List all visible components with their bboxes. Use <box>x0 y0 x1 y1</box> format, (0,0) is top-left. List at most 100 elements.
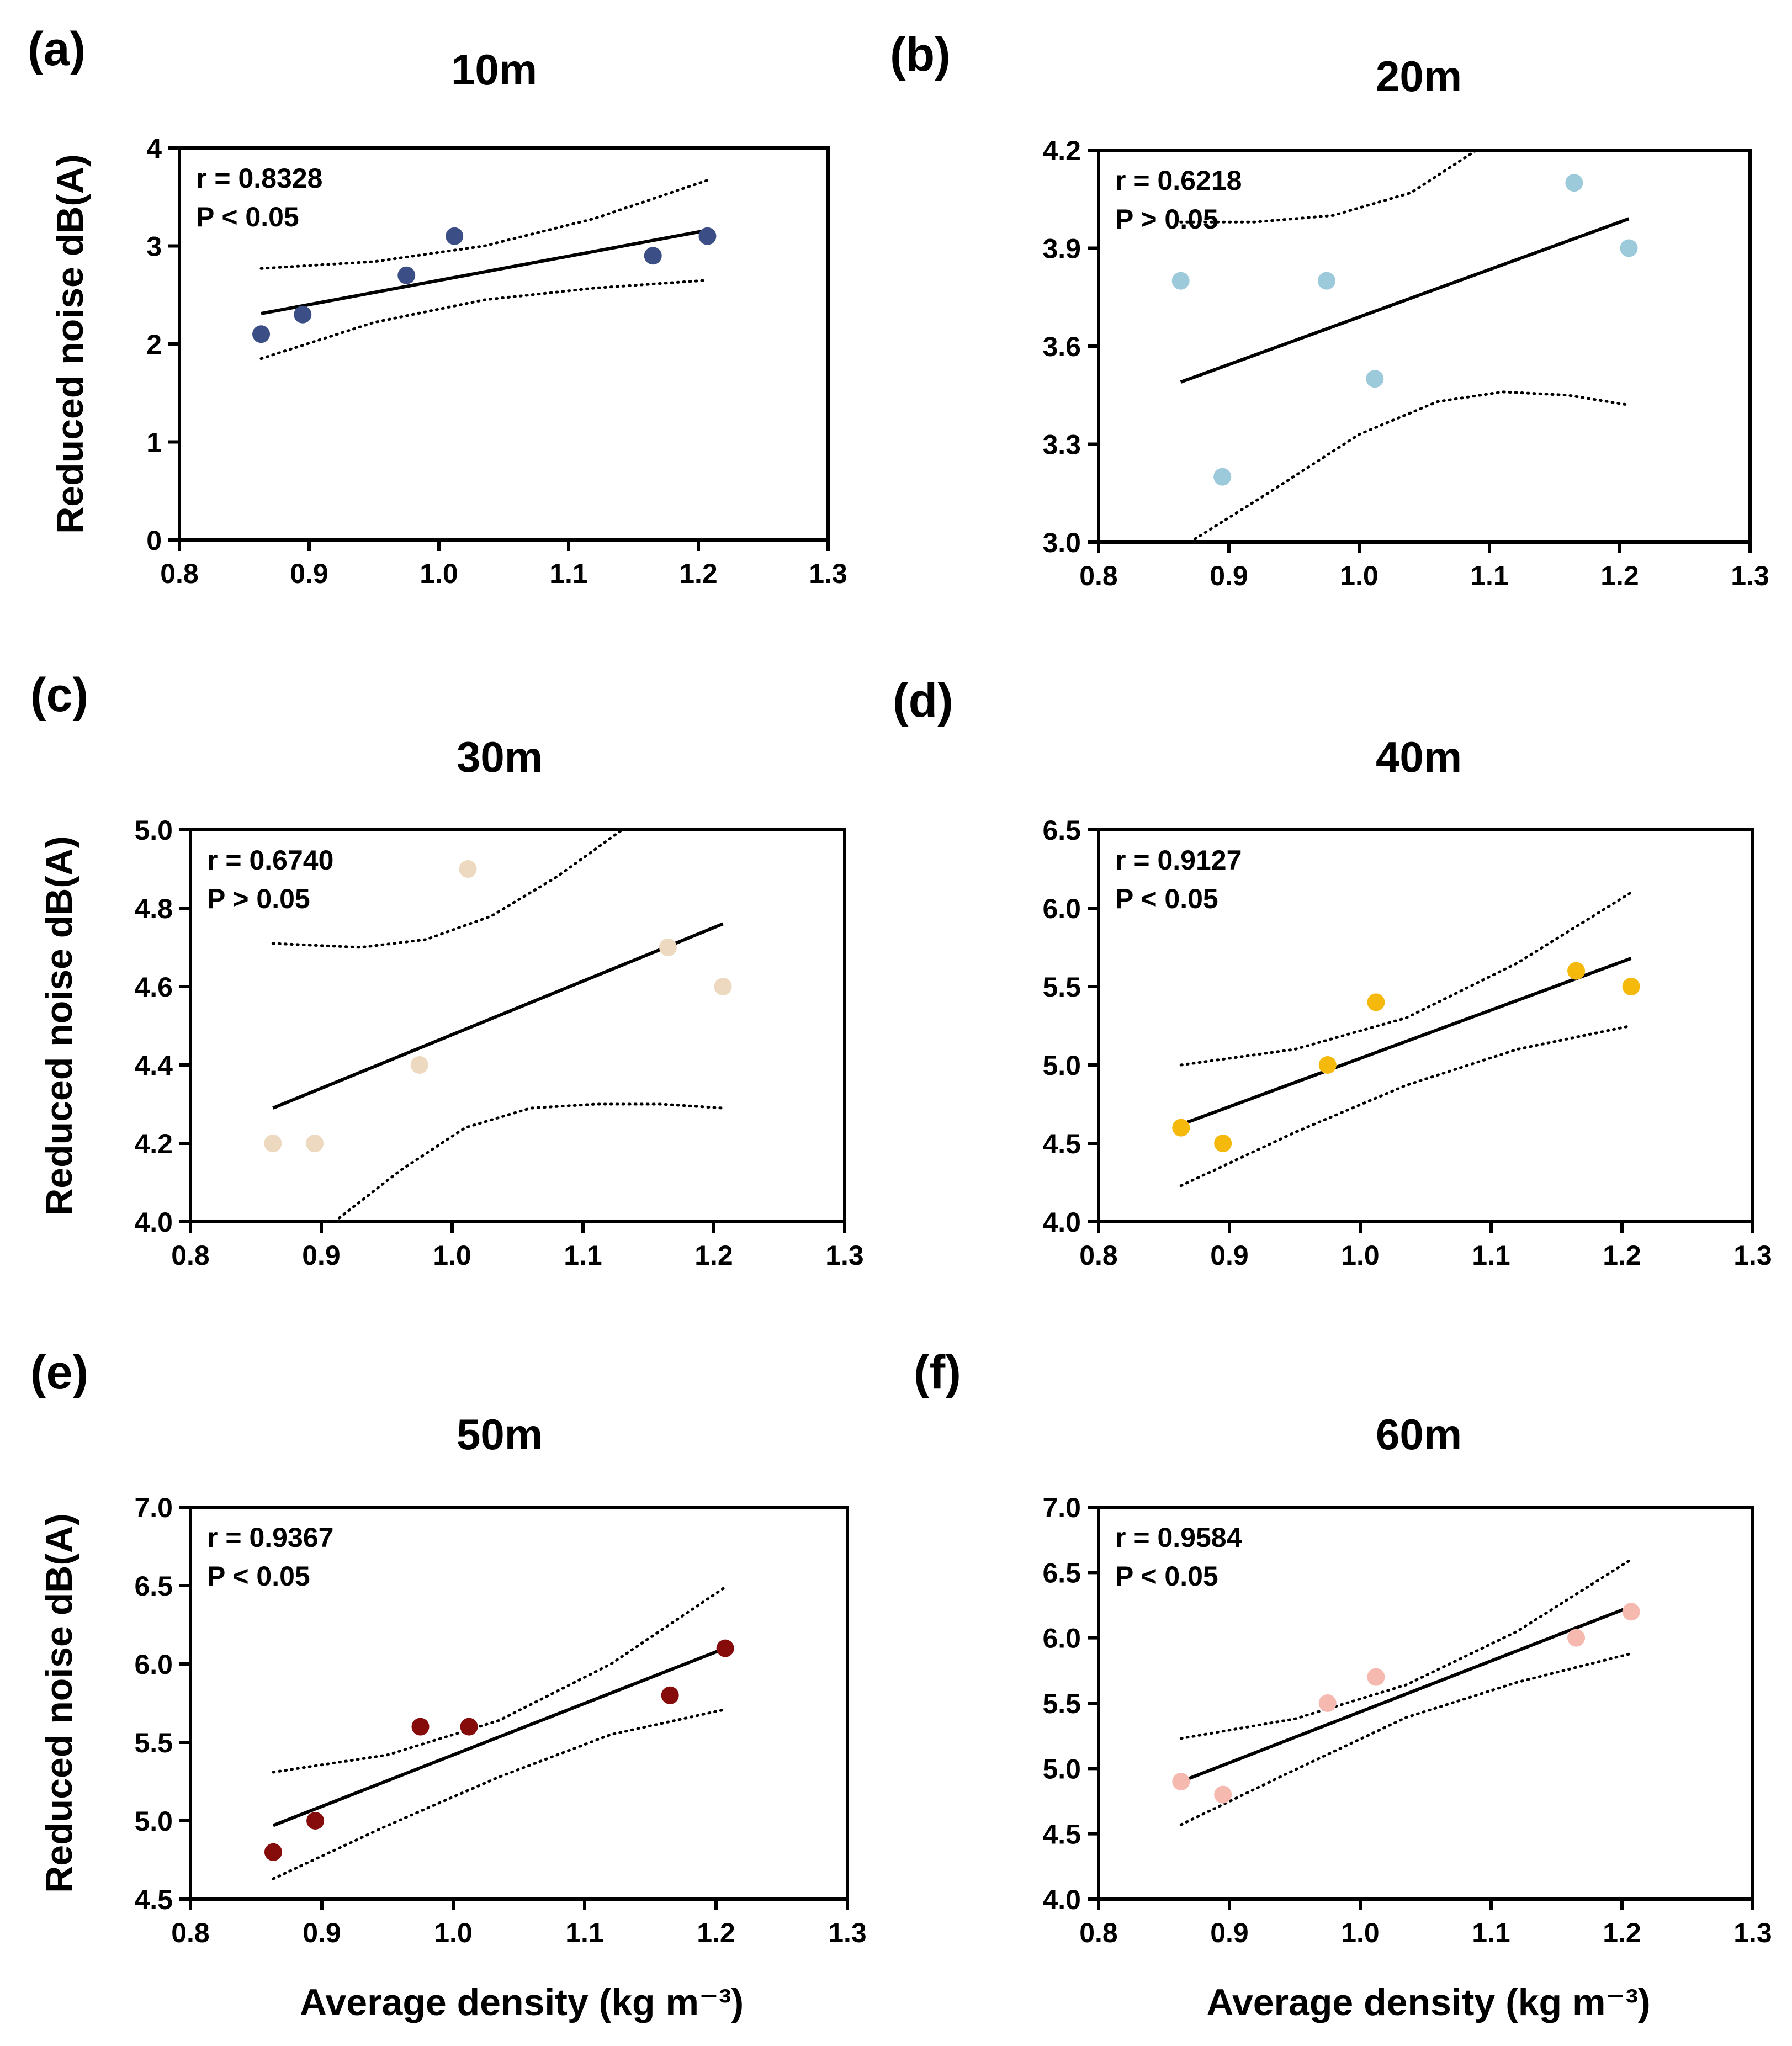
confidence-band-upper <box>1179 1558 1633 1740</box>
panel-label: (e) <box>30 1346 88 1399</box>
panel-c: (c) 30m 0.8 0.9 1.0 1.1 1.2 1.3 4.0 4.2 4.4 4.6 4.8 5… <box>30 669 864 1271</box>
r-value-text: r = 0.8328 <box>196 163 322 194</box>
panel-e: (e) 50m 0.8 0.9 1.0 1.1 1.2 1.3 4.5 5.0 5.5 6.0 6.5 7… <box>30 1346 867 2023</box>
y-tick-label: 5.5 <box>134 1727 173 1758</box>
y-tick-label: 4.6 <box>134 972 173 1003</box>
chart-title: 10m <box>451 45 537 94</box>
y-tick-label: 4.2 <box>1042 135 1081 166</box>
x-tick-label: 0.9 <box>1210 1917 1249 1948</box>
chart-title: 40m <box>1376 733 1462 781</box>
x-tick-label: 1.3 <box>1733 1240 1772 1271</box>
chart-title: 50m <box>457 1410 543 1459</box>
data-point <box>397 266 416 284</box>
p-value-text: P < 0.05 <box>207 1561 310 1592</box>
x-tick-label: 1.0 <box>434 1917 473 1948</box>
x-tick-label: 1.3 <box>809 558 847 589</box>
p-value-text: P < 0.05 <box>1115 883 1218 914</box>
confidence-band-lower <box>1188 390 1630 542</box>
y-tick-label: 6.5 <box>1042 1557 1081 1588</box>
data-point <box>1366 370 1384 388</box>
y-tick-label: 5.0 <box>134 815 173 846</box>
data-point <box>446 227 464 245</box>
p-value-text: P < 0.05 <box>196 202 299 232</box>
data-point <box>659 939 677 956</box>
y-tick-label: 4.8 <box>134 893 173 924</box>
y-tick-label: 6.5 <box>1042 815 1081 846</box>
confidence-band-upper <box>259 179 709 270</box>
data-point <box>1318 272 1335 290</box>
y-tick-label: 4.0 <box>134 1207 173 1238</box>
x-tick-label: 1.3 <box>828 1917 867 1948</box>
y-tick-label: 6.0 <box>134 1649 173 1680</box>
x-tick-label: 1.2 <box>694 1240 733 1271</box>
data-point <box>1318 1056 1337 1074</box>
data-point <box>1567 962 1586 980</box>
data-point <box>714 978 732 995</box>
data-point <box>410 1056 428 1074</box>
panel-label: (a) <box>28 23 86 76</box>
y-tick-label: 4.5 <box>134 1884 173 1915</box>
regression-line <box>1180 957 1632 1126</box>
y-tick-label: 3.9 <box>1042 234 1081 264</box>
data-point <box>460 1718 478 1736</box>
p-value-text: P > 0.05 <box>207 883 310 914</box>
y-tick-label: 5.0 <box>1042 1753 1081 1784</box>
p-value-text: P > 0.05 <box>1115 204 1218 235</box>
x-tick-label: 1.1 <box>1472 1240 1510 1271</box>
data-point <box>1567 1629 1586 1647</box>
data-point <box>1171 272 1190 290</box>
x-tick-label: 0.8 <box>1079 1240 1118 1271</box>
data-point <box>252 325 271 343</box>
data-point <box>1367 993 1385 1011</box>
data-point <box>1367 1668 1385 1686</box>
data-point <box>1172 1773 1190 1790</box>
x-tick-label: 1.1 <box>565 1917 604 1948</box>
y-tick-label: 6.0 <box>1042 1623 1081 1654</box>
x-tick-label: 1.3 <box>1733 1917 1772 1948</box>
data-point <box>1213 468 1232 486</box>
confidence-band-upper <box>1179 150 1478 224</box>
x-tick-label: 0.8 <box>1079 560 1118 591</box>
data-point <box>644 247 662 265</box>
panel-b: (b) 20m 0.8 0.9 1.0 1.1 1.2 1.3 3.0 3.3 3.6 3.9 4.2 r… <box>890 28 1769 591</box>
confidence-band-lower <box>259 279 709 361</box>
data-point <box>294 305 312 324</box>
x-tick-label: 1.0 <box>420 558 458 589</box>
x-axis-title: Average density (kg m⁻³) <box>1206 1981 1650 2023</box>
x-tick-label: 1.2 <box>1600 560 1639 591</box>
y-tick-label: 4.5 <box>1042 1819 1081 1850</box>
data-point <box>306 1135 324 1152</box>
panel-label: (c) <box>30 669 88 722</box>
regression-line <box>272 1646 726 1827</box>
x-tick-label: 1.1 <box>564 1240 602 1271</box>
plot-frame <box>189 828 846 1223</box>
y-tick-label: 4.2 <box>134 1128 173 1159</box>
data-point <box>306 1812 325 1830</box>
panel-a: (a) 10m 0.8 0.9 1.0 1.1 1.2 1.3 0 1 2 3 4 r = 0.8328 P… <box>28 23 847 589</box>
y-tick-label: 5.0 <box>134 1806 173 1837</box>
panel-label: (d) <box>893 674 953 727</box>
data-point <box>1565 174 1583 192</box>
confidence-band-lower <box>1179 1024 1633 1188</box>
y-tick-label: 6.5 <box>134 1571 173 1602</box>
y-tick-label: 7.0 <box>1042 1492 1081 1523</box>
x-tick-label: 0.9 <box>302 1240 341 1271</box>
data-point <box>716 1639 734 1657</box>
x-tick-label: 0.8 <box>171 1240 210 1271</box>
chart-title: 30m <box>457 733 543 781</box>
x-tick-label: 0.8 <box>171 1917 210 1948</box>
panel-label: (b) <box>890 28 951 81</box>
data-point <box>459 860 477 878</box>
x-tick-label: 1.0 <box>1341 1240 1380 1271</box>
x-tick-label: 1.3 <box>1731 560 1769 591</box>
regression-line <box>272 922 724 1110</box>
x-tick-label: 1.2 <box>697 1917 735 1948</box>
confidence-band-lower <box>333 1102 725 1222</box>
confidence-band-upper <box>272 1586 727 1774</box>
x-tick-label: 1.0 <box>1340 560 1379 591</box>
confidence-band-upper <box>1179 891 1633 1067</box>
y-axis-title: Reduced noise dB(A) <box>49 154 91 534</box>
data-point <box>411 1718 430 1736</box>
y-tick-label: 6.0 <box>1042 893 1081 924</box>
